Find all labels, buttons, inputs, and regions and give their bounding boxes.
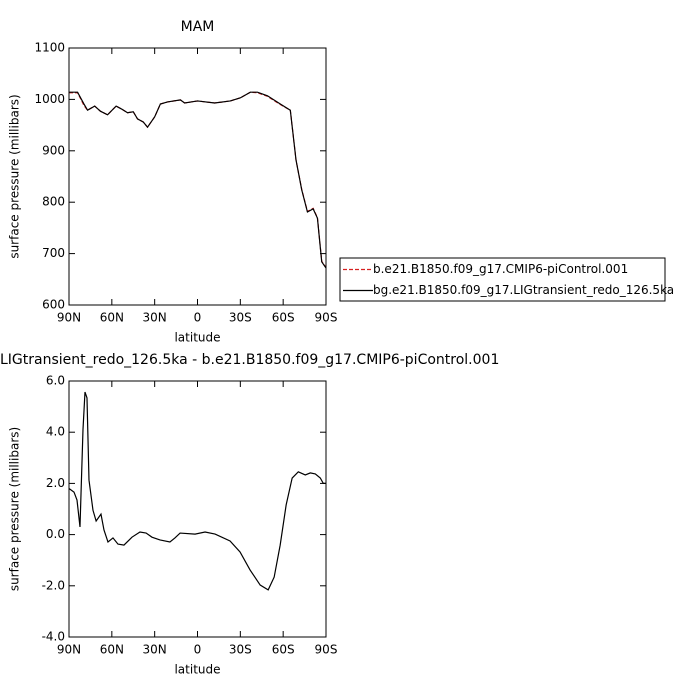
x-tick-label: 30S: [229, 311, 252, 325]
data-line: [68, 391, 326, 591]
y-tick-label: 800: [42, 195, 65, 209]
y-tick-label: 700: [42, 246, 65, 260]
x-tick-label: 0: [194, 311, 202, 325]
x-tick-label: 30N: [143, 643, 167, 657]
y-tick-label: 4.0: [46, 425, 65, 439]
x-tick-label: 90S: [315, 311, 338, 325]
y-tick-label: 0.0: [46, 527, 65, 541]
x-tick-label: 90S: [315, 643, 338, 657]
legend-label: b.e21.B1850.f09_g17.CMIP6-piControl.001: [373, 262, 628, 276]
chart-title: LIGtransient_redo_126.5ka - b.e21.B1850.…: [0, 352, 499, 368]
plot-frame: [68, 47, 327, 306]
y-tick-label: 6.0: [46, 374, 65, 388]
chart-title: MAM: [181, 19, 215, 35]
y-tick-label: -2.0: [42, 578, 65, 592]
data-line: [69, 91, 327, 268]
x-tick-label: 60N: [100, 311, 124, 325]
x-tick-label: 30N: [143, 311, 167, 325]
y-tick-label: 600: [42, 298, 65, 312]
x-tick-label: 60S: [272, 643, 295, 657]
x-tick-label: 60N: [100, 643, 124, 657]
y-tick-label: 1000: [34, 92, 65, 106]
y-axis-label: surface pressure (millibars): [8, 94, 22, 258]
x-axis-label: latitude: [174, 331, 220, 345]
legend-label: bg.e21.B1850.f09_g17.LIGtransient_redo_1…: [373, 283, 674, 297]
x-tick-label: 30S: [229, 643, 252, 657]
x-tick-label: 0: [194, 643, 202, 657]
x-tick-label: 60S: [272, 311, 295, 325]
data-line: [69, 91, 327, 269]
y-axis-label: surface pressure (millibars): [8, 427, 22, 591]
x-axis-label: latitude: [174, 663, 220, 677]
y-tick-label: -4.0: [42, 630, 65, 644]
x-tick-label: 90N: [57, 643, 81, 657]
plot-frame: [68, 380, 327, 638]
y-tick-label: 900: [42, 143, 65, 157]
x-tick-label: 90N: [57, 311, 81, 325]
y-tick-label: 2.0: [46, 476, 65, 490]
y-tick-label: 1100: [34, 41, 65, 55]
legend-box: [339, 257, 666, 302]
